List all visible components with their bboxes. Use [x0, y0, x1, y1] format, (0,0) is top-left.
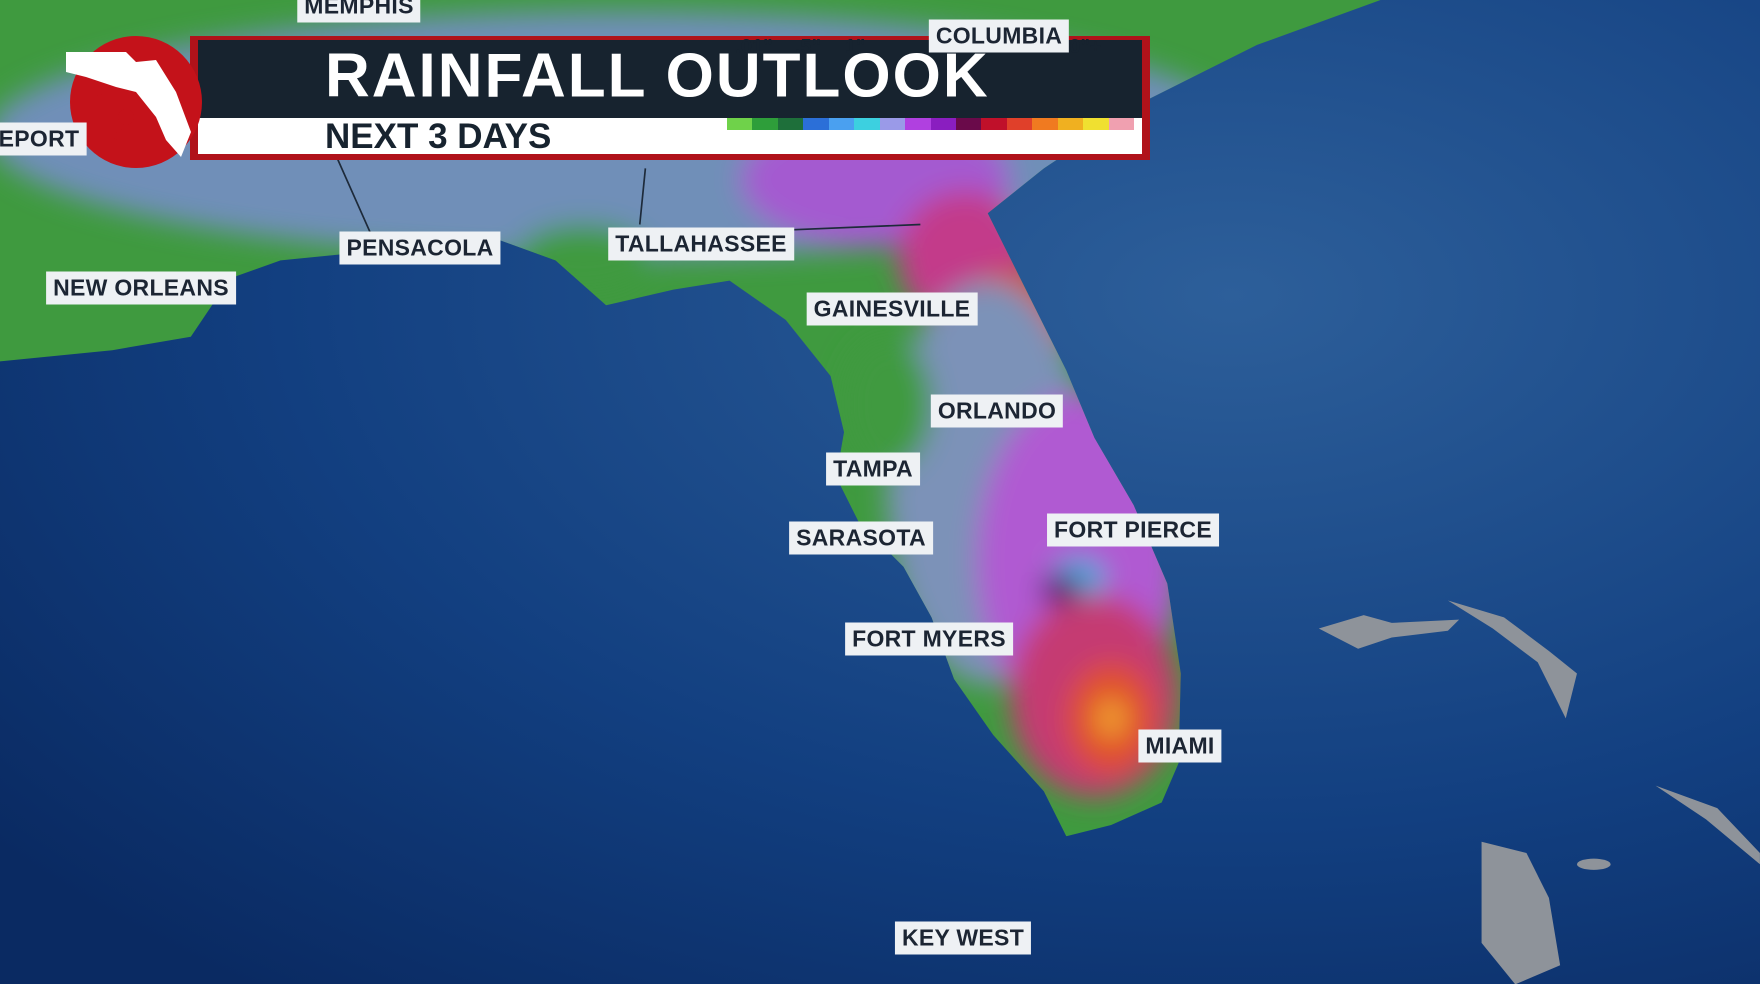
city-label: TAMPA: [826, 452, 920, 486]
title: RAINFALL OUTLOOK: [325, 41, 990, 111]
city-label: KEY WEST: [894, 921, 1032, 955]
city-label: EPORT: [0, 122, 87, 156]
city-label: ORLANDO: [930, 394, 1064, 428]
city-label: GAINESVILLE: [806, 292, 978, 326]
city-label: MIAMI: [1138, 729, 1222, 763]
city-label: MEMPHIS: [297, 0, 421, 23]
legend-label: .01": [735, 36, 773, 58]
city-label: NEW ORLEANS: [46, 271, 236, 305]
city-label: SARASOTA: [789, 521, 933, 555]
subtitle: NEXT 3 DAYS: [325, 117, 552, 156]
logo: [66, 36, 202, 168]
islands: [1318, 600, 1760, 984]
city-label: COLUMBIA: [928, 19, 1070, 53]
city-label: FORT PIERCE: [1047, 513, 1219, 547]
city-label: TALLAHASSEE: [608, 227, 794, 261]
title-bar: [198, 40, 1142, 118]
header: RAINFALL OUTLOOK NEXT 3 DAYS .01".5"1"2"…: [190, 36, 1150, 160]
legend-label: .5": [794, 36, 822, 58]
city-label: FORT MYERS: [845, 622, 1013, 656]
legend-colorbar: [727, 118, 1134, 130]
legend-label: 1": [844, 36, 866, 58]
city-label: PENSACOLA: [339, 231, 501, 265]
